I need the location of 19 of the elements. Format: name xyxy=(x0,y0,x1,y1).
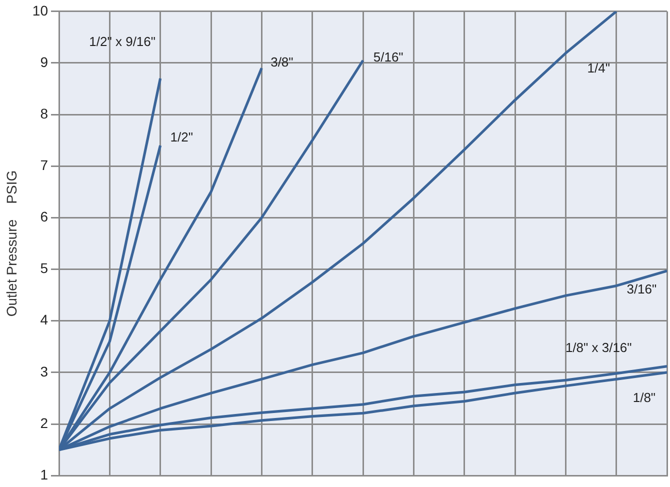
y-tick-label: 6 xyxy=(40,208,48,225)
series-label: 3/16" xyxy=(626,282,658,296)
y-tick-label: 7 xyxy=(40,156,48,173)
y-tick-label: 2 xyxy=(40,414,48,431)
y-axis-title: Outlet Pressure PSIG xyxy=(3,170,20,317)
series-label: 1/2" xyxy=(170,129,194,144)
y-tick-label: 5 xyxy=(40,260,48,276)
y-tick-label: 9 xyxy=(40,54,48,70)
series-label: 1/4" xyxy=(587,60,610,76)
series-label: 1/8" x 3/16" xyxy=(565,340,632,355)
series-label: 3/8" xyxy=(270,54,294,70)
y-tick-label: 8 xyxy=(40,105,48,122)
y-tick-label: 4 xyxy=(40,312,48,328)
text: 1/2" x 9/16" xyxy=(89,34,156,49)
series-label: 1/8" xyxy=(632,390,656,405)
y-tick-label: 10 xyxy=(32,2,48,18)
series-label: 5/16" xyxy=(373,49,404,64)
y-tick-label: 3 xyxy=(40,363,48,380)
y-tick-label: 1 xyxy=(40,466,48,482)
